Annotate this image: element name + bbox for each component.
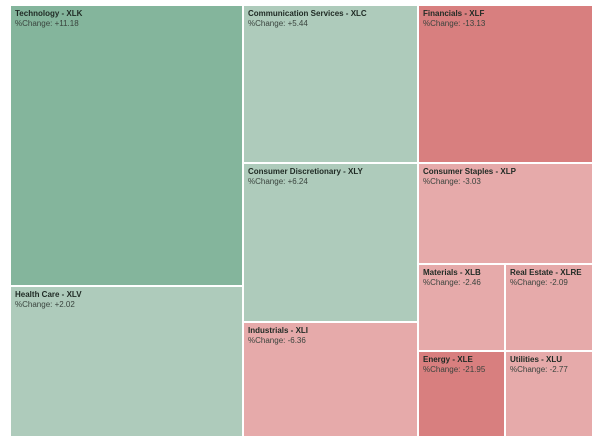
treemap-tile[interactable]: Financials - XLF %Change: -13.13 <box>418 5 593 163</box>
tile-name-label: Health Care - XLV <box>15 290 82 299</box>
tile-name-label: Technology - XLK <box>15 9 83 18</box>
tile-change-label: %Change: -2.09 <box>510 278 568 287</box>
tile-name-label: Consumer Discretionary - XLY <box>248 167 363 176</box>
tile-change-label: %Change: +6.24 <box>248 177 308 186</box>
tile-name-label: Industrials - XLI <box>248 326 309 335</box>
treemap-tile[interactable]: Consumer Staples - XLP %Change: -3.03 <box>418 163 593 264</box>
tile-name-label: Real Estate - XLRE <box>510 268 582 277</box>
treemap-tile[interactable]: Communication Services - XLC %Change: +5.… <box>243 5 418 163</box>
treemap-tile[interactable]: Technology - XLK %Change: +11.18 <box>10 5 243 286</box>
tile-change-label: %Change: -13.13 <box>423 19 486 28</box>
tile-name-label: Materials - XLB <box>423 268 481 277</box>
tile-name-label: Consumer Staples - XLP <box>423 167 516 176</box>
treemap-tile[interactable]: Industrials - XLI %Change: -6.36 <box>243 322 418 437</box>
treemap-tile[interactable]: Consumer Discretionary - XLY %Change: +6.… <box>243 163 418 322</box>
tile-change-label: %Change: -6.36 <box>248 336 306 345</box>
tile-change-label: %Change: +2.02 <box>15 300 75 309</box>
tile-name-label: Energy - XLE <box>423 355 473 364</box>
tile-change-label: %Change: +11.18 <box>15 19 79 28</box>
treemap-tile[interactable]: Real Estate - XLRE %Change: -2.09 <box>505 264 593 351</box>
tile-change-label: %Change: +5.44 <box>248 19 308 28</box>
tile-change-label: %Change: -2.46 <box>423 278 481 287</box>
treemap-tile[interactable]: Health Care - XLV %Change: +2.02 <box>10 286 243 437</box>
treemap-tile[interactable]: Energy - XLE %Change: -21.95 <box>418 351 505 437</box>
tile-change-label: %Change: -3.03 <box>423 177 481 186</box>
treemap-tile[interactable]: Utilities - XLU %Change: -2.77 <box>505 351 593 437</box>
tile-name-label: Communication Services - XLC <box>248 9 367 18</box>
tile-name-label: Financials - XLF <box>423 9 485 18</box>
treemap-tile[interactable]: Materials - XLB %Change: -2.46 <box>418 264 505 351</box>
tile-change-label: %Change: -21.95 <box>423 365 486 374</box>
tile-name-label: Utilities - XLU <box>510 355 563 364</box>
tile-change-label: %Change: -2.77 <box>510 365 568 374</box>
